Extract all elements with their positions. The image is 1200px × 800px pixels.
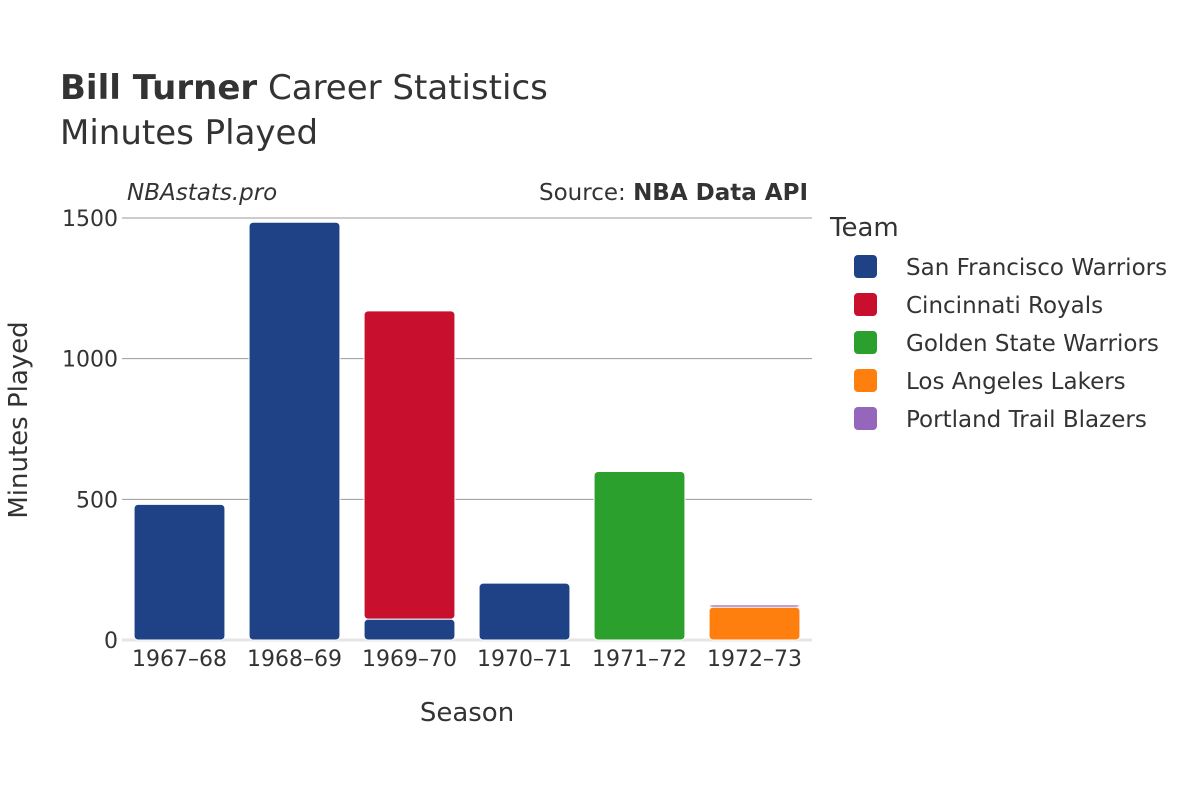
y-tick-label: 1500	[62, 207, 118, 232]
x-tick-label: 1967–68	[132, 647, 227, 672]
legend-label: Golden State Warriors	[906, 331, 1159, 357]
legend-label: Los Angeles Lakers	[906, 369, 1126, 395]
legend-label: San Francisco Warriors	[906, 255, 1167, 281]
bar-segment	[708, 604, 801, 608]
y-axis-label: Minutes Played	[4, 321, 34, 518]
watermark: NBAstats.pro	[127, 180, 277, 206]
legend-swatch	[854, 369, 877, 392]
bar-segment	[478, 582, 571, 641]
bar-segment	[708, 606, 801, 641]
gridlines	[122, 217, 812, 642]
legend-swatch	[854, 293, 877, 316]
bar-segment	[593, 470, 686, 641]
chart-title: Bill Turner Career Statistics	[60, 66, 548, 110]
legend-title: Team	[829, 213, 899, 243]
player-name: Bill Turner	[60, 68, 258, 108]
bar-segment	[363, 310, 456, 620]
y-tick-label: 1000	[62, 348, 118, 373]
source-prefix: Source:	[539, 180, 633, 206]
x-tick-label: 1972–73	[707, 647, 802, 672]
legend: Team San Francisco Warriors Cincinnati Ro…	[829, 213, 1167, 433]
x-tick-labels: 1967–68 1968–69 1969–70 1970–71 1971–72 1972–…	[132, 647, 802, 672]
x-axis-label: Season	[420, 698, 514, 728]
legend-label: Portland Trail Blazers	[906, 407, 1147, 433]
x-tick-label: 1970–71	[477, 647, 572, 672]
legend-label: Cincinnati Royals	[906, 293, 1103, 319]
source-label: Source: NBA Data API	[539, 180, 808, 206]
y-tick-label: 500	[76, 488, 118, 513]
title-rest: Career Statistics	[268, 68, 548, 108]
x-tick-label: 1971–72	[592, 647, 687, 672]
legend-swatch	[854, 407, 877, 430]
y-tick-labels: 0 500 1000 1500	[62, 207, 118, 654]
x-tick-label: 1968–69	[247, 647, 342, 672]
bar-segment	[363, 618, 456, 641]
bars	[133, 221, 801, 641]
legend-swatch	[854, 255, 877, 278]
bar-segment	[248, 221, 341, 641]
legend-items: San Francisco Warriors Cincinnati Royals G…	[854, 255, 1167, 433]
legend-swatch	[854, 331, 877, 354]
chart-subtitle: Minutes Played	[60, 113, 319, 153]
bar-segment	[133, 503, 226, 641]
y-tick-label: 0	[104, 629, 118, 654]
x-tick-label: 1969–70	[362, 647, 457, 672]
source-name: NBA Data API	[633, 180, 808, 206]
